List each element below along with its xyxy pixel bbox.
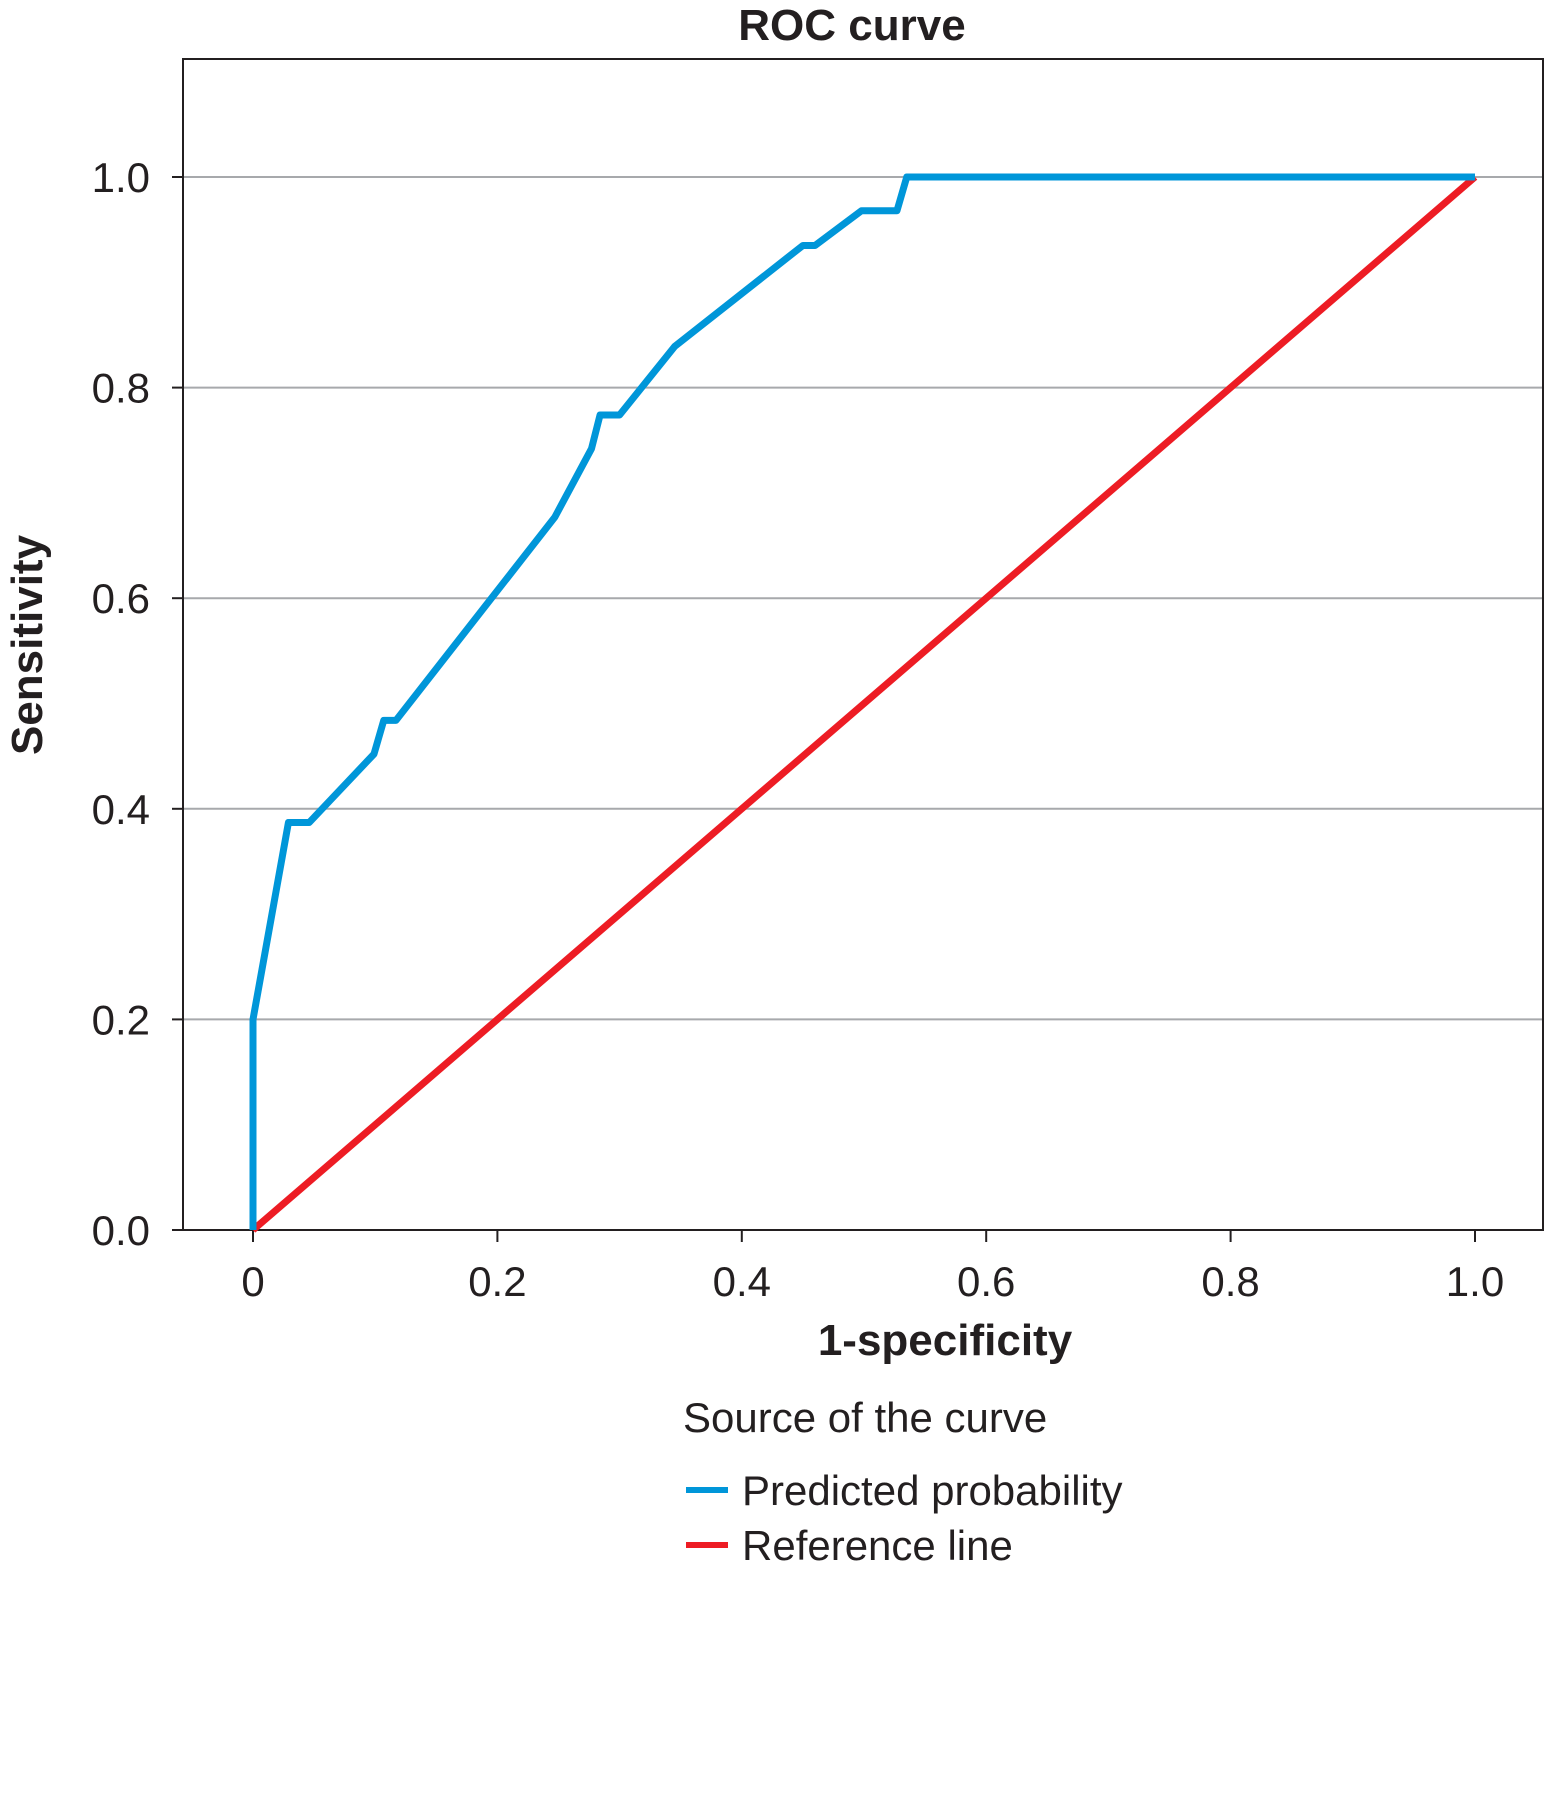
y-tick-label: 0.6 xyxy=(92,575,150,622)
y-tick-label: 0.2 xyxy=(92,996,150,1043)
y-tick-label: 0.8 xyxy=(92,365,150,412)
x-tick-label: 0.8 xyxy=(1201,1258,1259,1305)
x-tick-label: 0.4 xyxy=(713,1258,771,1305)
chart-title: ROC curve xyxy=(738,1,965,50)
x-tick-label: 0 xyxy=(241,1258,264,1305)
y-tick-label: 0.0 xyxy=(92,1207,150,1254)
legend-title: Source of the curve xyxy=(683,1394,1047,1441)
series-line-predicted-probability xyxy=(249,173,1475,1230)
y-tick-label: 0.4 xyxy=(92,786,150,833)
legend-label-predicted: Predicted probability xyxy=(742,1467,1123,1514)
x-tick-label: 1.0 xyxy=(1446,1258,1504,1305)
legend-label-reference: Reference line xyxy=(742,1522,1013,1569)
y-tick-label: 1.0 xyxy=(92,154,150,201)
series-line-reference xyxy=(250,174,1478,1233)
legend: Source of the curve Predicted probabilit… xyxy=(683,1394,1123,1569)
x-tick-label: 0.6 xyxy=(957,1258,1015,1305)
y-axis-label: Sensitivity xyxy=(3,534,52,755)
x-axis-label: 1-specificity xyxy=(818,1316,1073,1365)
x-tick-label: 0.2 xyxy=(468,1258,526,1305)
plot-frame xyxy=(182,58,1544,1231)
